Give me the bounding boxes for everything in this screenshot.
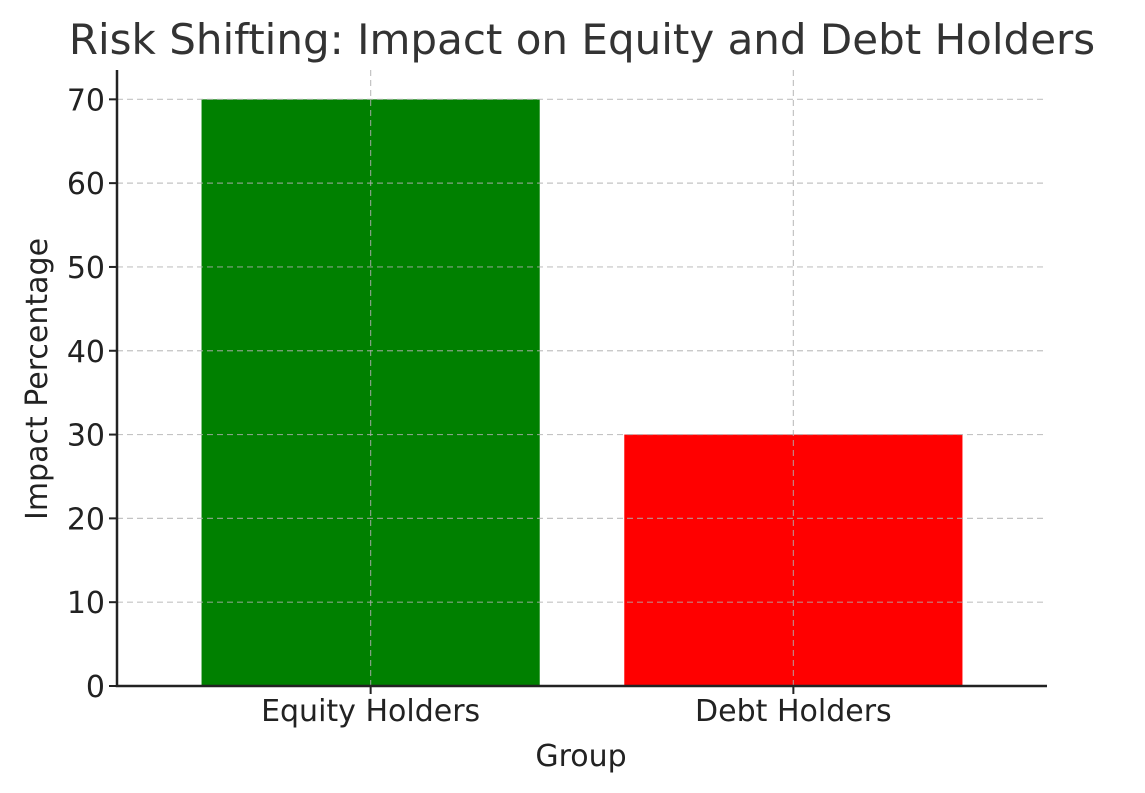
x-axis-label: Group [535, 739, 626, 774]
y-axis-label: Impact Percentage [20, 238, 55, 520]
y-tick-label: 20 [67, 502, 105, 537]
y-tick-label: 0 [86, 670, 105, 705]
y-tick-label: 40 [67, 335, 105, 370]
x-tick-label: Equity Holders [261, 694, 480, 729]
y-tick-label: 50 [67, 251, 105, 286]
chart-title: Risk Shifting: Impact on Equity and Debt… [69, 15, 1095, 64]
y-axis-ticks: 0 10 20 30 40 50 60 70 [67, 83, 117, 705]
y-tick-label: 30 [67, 419, 105, 454]
y-tick-label: 60 [67, 167, 105, 202]
x-axis-ticks: Equity Holders Debt Holders [261, 686, 892, 729]
x-tick-label: Debt Holders [695, 694, 892, 729]
y-tick-label: 10 [67, 586, 105, 621]
grid [117, 70, 1047, 686]
y-tick-label: 70 [67, 83, 105, 118]
